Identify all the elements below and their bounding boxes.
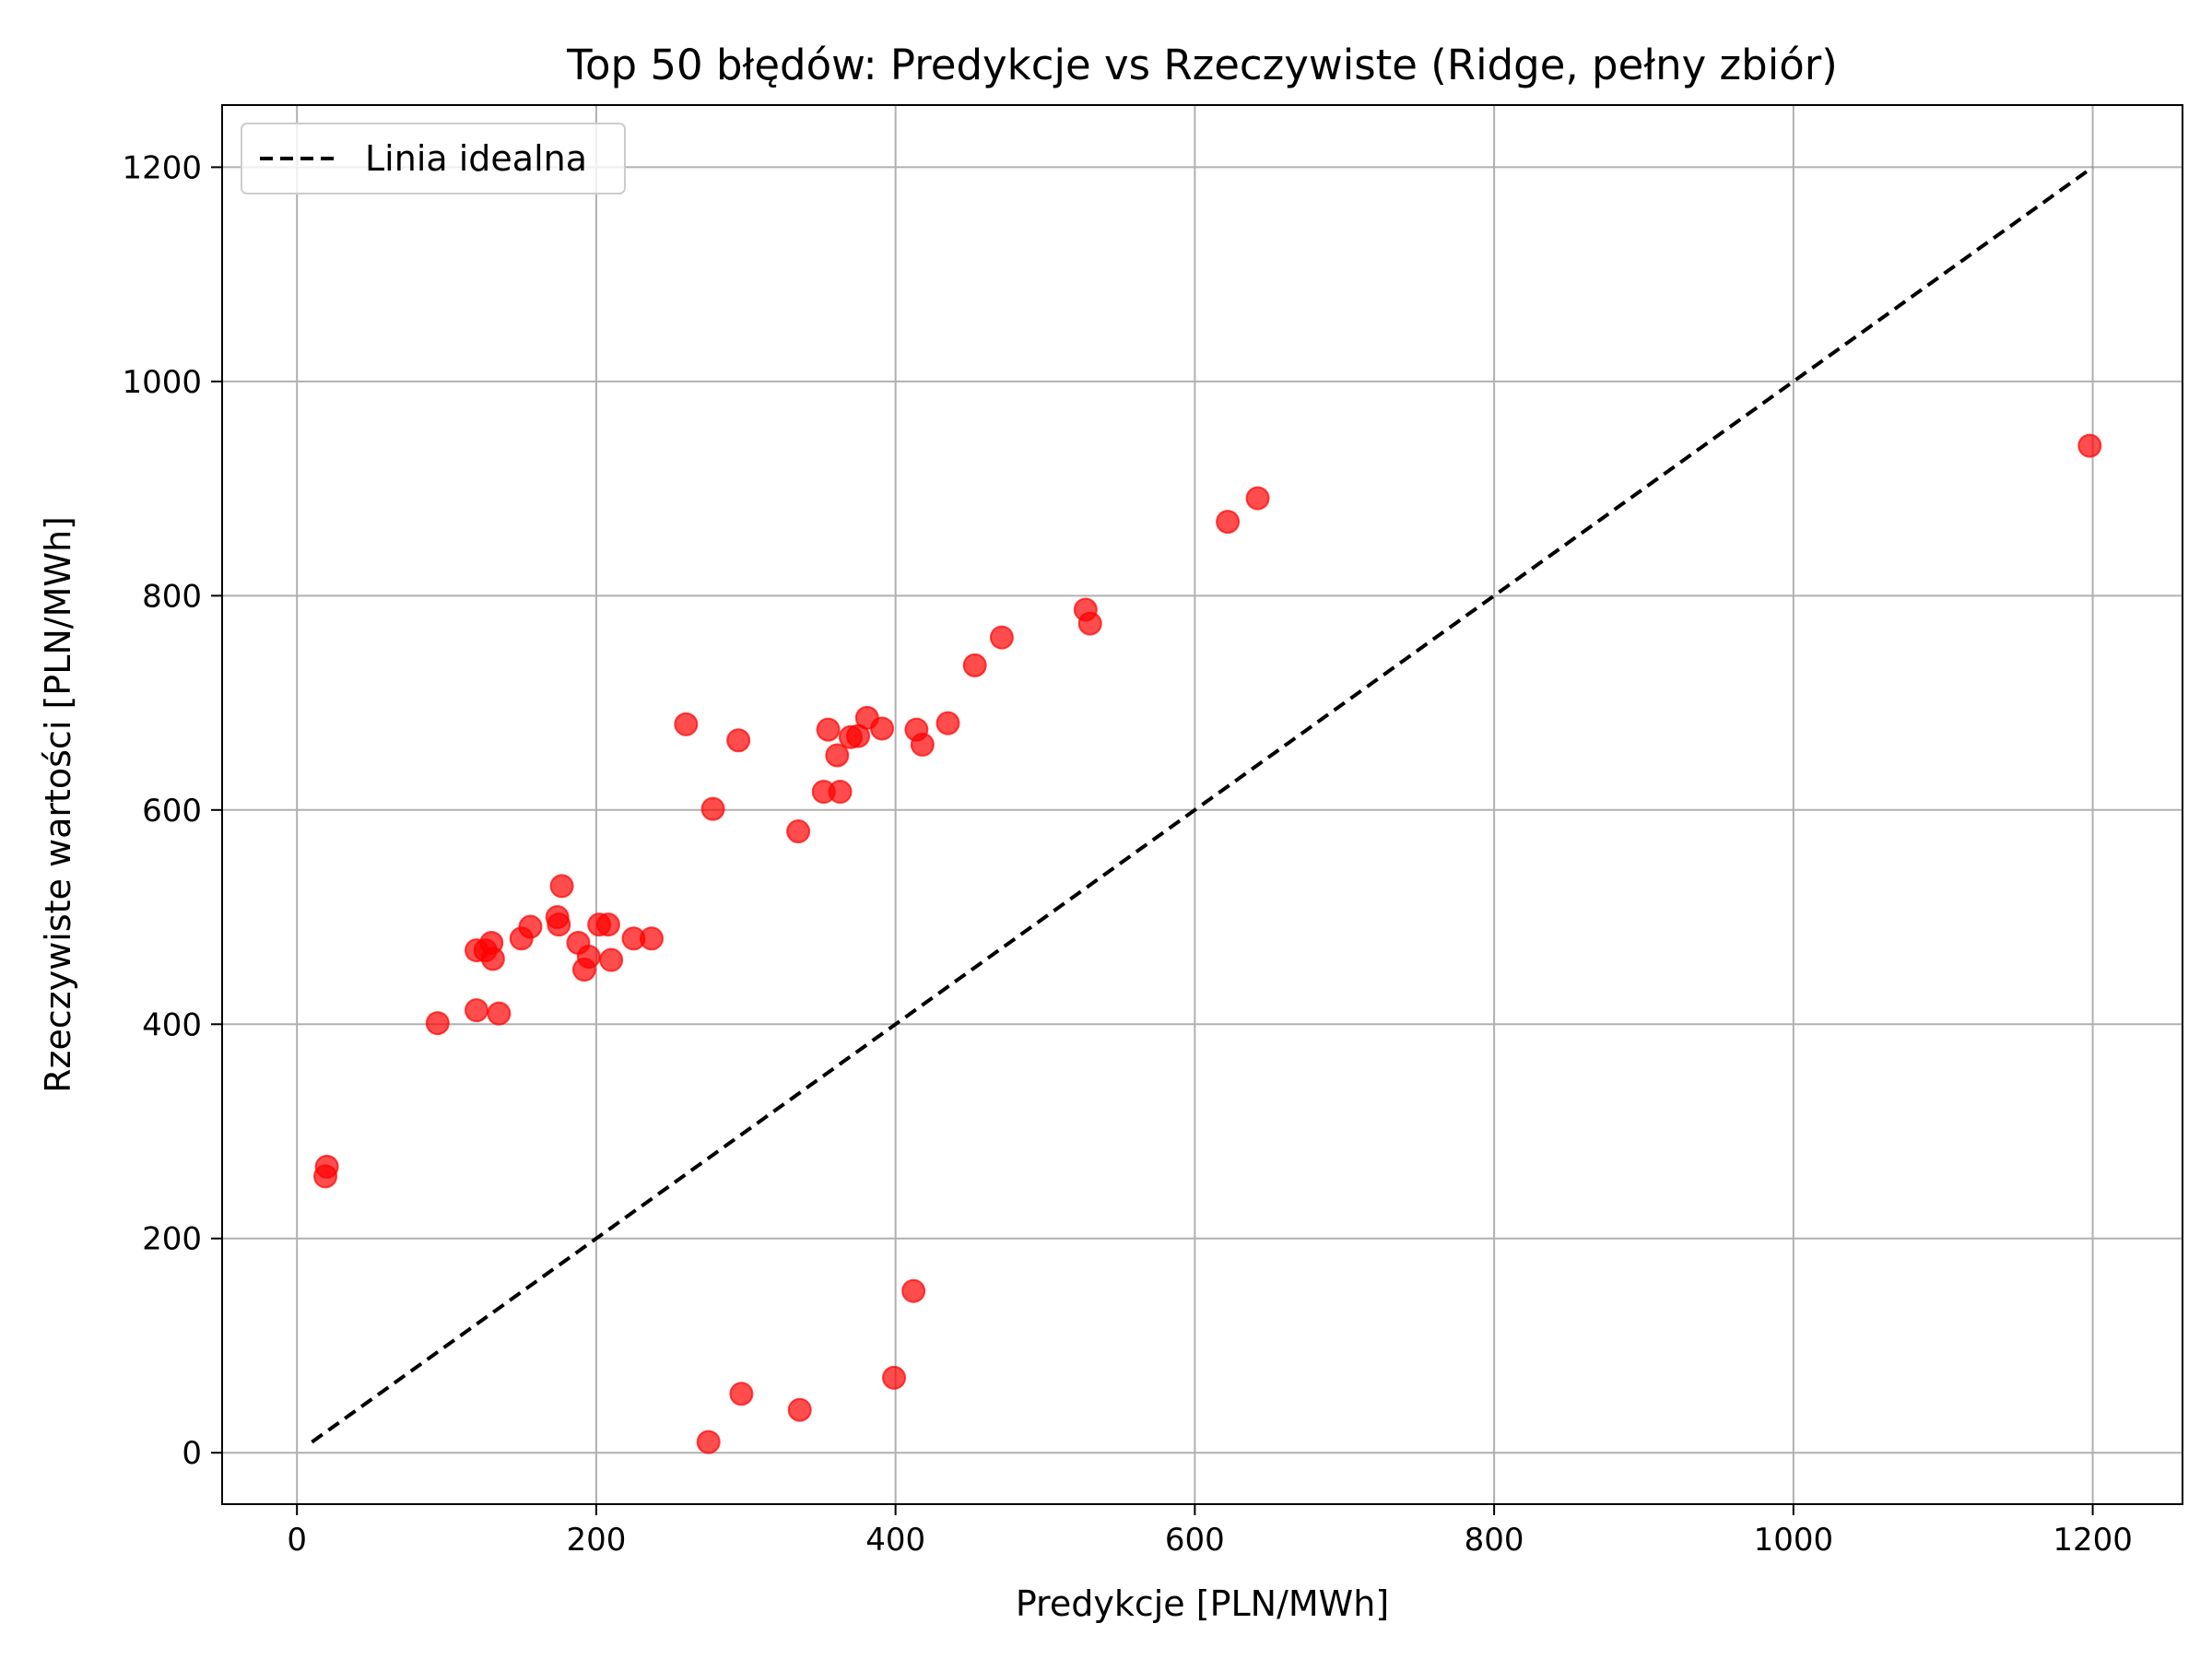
x-tick-label-0: 0 xyxy=(287,1522,307,1559)
scatter-point-27 xyxy=(816,717,841,742)
scatter-point-36 xyxy=(935,711,960,735)
y-tick-label-400: 400 xyxy=(142,1006,202,1043)
scatter-point-19 xyxy=(599,947,624,972)
y-tick-label-0: 0 xyxy=(182,1435,202,1472)
scatter-point-1 xyxy=(314,1154,339,1179)
scatter-point-40 xyxy=(1077,611,1102,636)
y-tick-label-1200: 1200 xyxy=(122,149,202,186)
scatter-point-21 xyxy=(639,926,664,951)
scatter-point-10 xyxy=(518,914,543,939)
scatter-point-42 xyxy=(1245,486,1270,511)
y-tick-label-1000: 1000 xyxy=(122,364,202,401)
scatter-point-8 xyxy=(480,947,505,971)
scatter-point-45 xyxy=(729,1382,754,1406)
y-tick-label-600: 600 xyxy=(142,793,202,830)
scatter-point-47 xyxy=(882,1365,907,1390)
ideal-line xyxy=(311,165,2094,1444)
scatter-point-38 xyxy=(989,625,1014,650)
legend-entry-ideal-line: Linia idealna xyxy=(365,138,587,179)
scatter-point-35 xyxy=(910,732,935,757)
scatter-point-28 xyxy=(825,743,850,768)
scatter-point-33 xyxy=(870,716,895,741)
plot-frame xyxy=(221,104,2183,1505)
y-tick-label-800: 800 xyxy=(142,578,202,615)
y-tick-label-200: 200 xyxy=(142,1221,202,1258)
scatter-point-16 xyxy=(576,945,601,970)
ideal-line-layer xyxy=(311,165,2094,1444)
scatter-point-23 xyxy=(700,796,725,821)
chart-title: Top 50 błędów: Predykcje vs Rzeczywiste … xyxy=(566,41,1838,89)
scatter-point-24 xyxy=(726,728,751,753)
scatter-point-3 xyxy=(465,998,489,1023)
x-tick-label-1000: 1000 xyxy=(1754,1522,1834,1559)
scatter-point-18 xyxy=(595,912,620,937)
scatter-point-29 xyxy=(828,780,853,805)
x-tick-label-400: 400 xyxy=(865,1522,925,1559)
grid xyxy=(222,105,2183,1504)
scatter-point-48 xyxy=(901,1278,926,1303)
x-axis-label: Predykcje [PLN/MWh] xyxy=(1016,1583,1389,1624)
y-axis-label: Rzeczywiste wartości [PLN/MWh] xyxy=(38,516,78,1093)
scatter-point-12 xyxy=(547,912,571,937)
scatter-point-43 xyxy=(2077,433,2102,458)
scatter-point-13 xyxy=(549,874,574,899)
x-tick-label-600: 600 xyxy=(1165,1522,1225,1559)
scatter-point-4 xyxy=(487,1001,512,1026)
scatter-point-41 xyxy=(1216,510,1241,535)
scatter-point-44 xyxy=(696,1430,721,1454)
x-tick-label-800: 800 xyxy=(1465,1522,1524,1559)
legend-box xyxy=(241,123,626,194)
scatter-point-46 xyxy=(787,1397,812,1422)
y-axis-ticks: 0 200 400 600 800 1000 1200 xyxy=(122,149,222,1472)
x-axis-ticks: 0 200 400 600 800 1000 1200 xyxy=(287,1504,2133,1559)
x-tick-label-200: 200 xyxy=(566,1522,626,1559)
points-layer xyxy=(313,433,2102,1454)
scatter-point-37 xyxy=(962,653,987,677)
x-tick-label-1200: 1200 xyxy=(2053,1522,2133,1559)
scatter-point-22 xyxy=(674,712,699,736)
scatter-point-25 xyxy=(786,819,811,844)
legend: Linia idealna xyxy=(241,123,626,194)
scatter-point-2 xyxy=(425,1011,450,1036)
